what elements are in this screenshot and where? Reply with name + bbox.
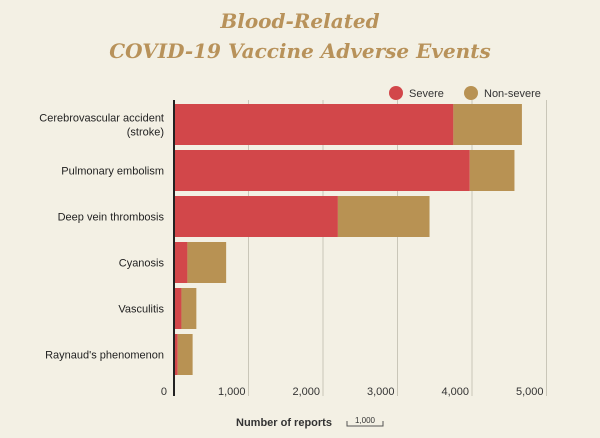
legend-swatch-severe bbox=[389, 86, 403, 100]
bar-severe-4 bbox=[174, 288, 182, 329]
bar-severe-2 bbox=[174, 196, 338, 237]
scale-bar bbox=[346, 421, 384, 427]
legend-swatch-non-severe bbox=[464, 86, 478, 100]
category-label-1: Pulmonary embolism bbox=[61, 166, 164, 178]
x-tick-label-1: 1,000 bbox=[218, 386, 246, 398]
chart-title-line-1: Blood-Related bbox=[220, 9, 380, 33]
chart-title: Blood-Related COVID-19 Vaccine Adverse E… bbox=[0, 6, 600, 66]
bar-non-severe-0 bbox=[453, 104, 522, 145]
category-label-5: Raynaud's phenomenon bbox=[45, 350, 164, 362]
bar-severe-1 bbox=[174, 150, 470, 191]
x-tick-label-0: 0 bbox=[161, 386, 167, 398]
bar-non-severe-5 bbox=[177, 334, 193, 375]
bar-severe-5 bbox=[174, 334, 178, 375]
bar-non-severe-4 bbox=[181, 288, 197, 329]
bar-non-severe-1 bbox=[469, 150, 515, 191]
x-tick-label-2: 2,000 bbox=[292, 386, 320, 398]
scale-bar-label: 1,000 bbox=[355, 416, 376, 425]
chart-title-line-2: COVID-19 Vaccine Adverse Events bbox=[109, 39, 491, 63]
category-label-0: Cerebrovascular accident (stroke) bbox=[39, 113, 164, 139]
bar-severe-0 bbox=[174, 104, 454, 145]
legend-label-non-severe: Non-severe bbox=[484, 88, 541, 100]
x-tick-label-5: 5,000 bbox=[516, 386, 544, 398]
x-tick-label-3: 3,000 bbox=[367, 386, 395, 398]
category-label-3: Cyanosis bbox=[119, 258, 165, 270]
x-axis-label: Number of reports bbox=[236, 417, 332, 429]
x-tick-label-4: 4,000 bbox=[441, 386, 469, 398]
bar-non-severe-2 bbox=[337, 196, 430, 237]
bar-severe-3 bbox=[174, 242, 188, 283]
bar-non-severe-3 bbox=[187, 242, 227, 283]
category-label-4: Vasculitis bbox=[118, 304, 164, 316]
legend-label-severe: Severe bbox=[409, 88, 444, 100]
category-label-2: Deep vein thrombosis bbox=[58, 212, 165, 224]
